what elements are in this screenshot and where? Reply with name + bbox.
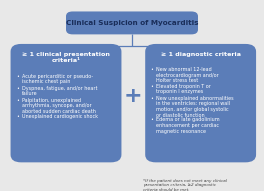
Text: Clinical Suspicion of Myocarditis: Clinical Suspicion of Myocarditis [66,20,198,26]
Text: New abnormal 12-lead
electrocardiogram and/or
Holter stress test: New abnormal 12-lead electrocardiogram a… [156,67,219,83]
Text: •: • [150,67,153,72]
Text: •: • [150,96,153,101]
Text: *If the patient does not meet any clinical
presentation criteria, ≥2 diagnostic
: *If the patient does not meet any clinic… [143,179,227,191]
Text: Palpitation, unexplained
arrhythmia, syncope, and/or
aborted sudden cardiac deat: Palpitation, unexplained arrhythmia, syn… [22,98,96,114]
Text: Elevated troponin T or
troponin I enzymes: Elevated troponin T or troponin I enzyme… [156,84,211,95]
Text: •: • [150,84,153,89]
Text: •: • [16,86,19,91]
Text: ≥ 1 diagnostic criteria: ≥ 1 diagnostic criteria [161,52,241,57]
Text: •: • [16,98,19,103]
Text: New unexplained abnormalities
in the ventricles: regional wall
motion, and/or gl: New unexplained abnormalities in the ven… [156,96,234,118]
Text: •: • [16,114,19,119]
Text: ≥ 1 clinical presentation
criteria¹: ≥ 1 clinical presentation criteria¹ [22,52,110,63]
Text: Edema or late gadolinium
enhancement per cardiac
magnetic resonance: Edema or late gadolinium enhancement per… [156,117,220,134]
Text: •: • [150,117,153,122]
Text: Dyspnea, fatigue, and/or heart
failure: Dyspnea, fatigue, and/or heart failure [22,86,97,96]
Text: Unexplained cardiogenic shock: Unexplained cardiogenic shock [22,114,98,119]
Text: •: • [16,74,19,79]
FancyBboxPatch shape [11,44,121,162]
FancyBboxPatch shape [66,11,198,34]
Text: +: + [124,86,143,105]
FancyBboxPatch shape [145,44,256,162]
Text: Acute pericarditic or pseudo-
ischemic chest pain: Acute pericarditic or pseudo- ischemic c… [22,74,93,84]
